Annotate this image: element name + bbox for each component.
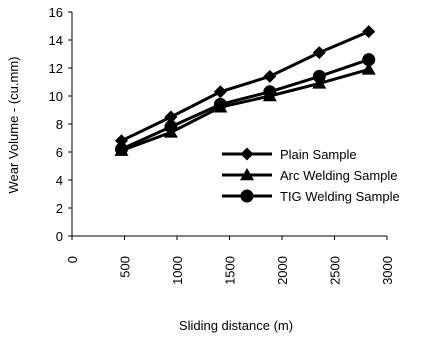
series-line xyxy=(120,58,370,151)
data-point xyxy=(164,110,178,124)
data-point xyxy=(263,69,277,83)
y-tick-label: 2 xyxy=(56,201,63,216)
data-point xyxy=(361,62,376,75)
series-line xyxy=(120,30,370,143)
y-tick-label: 6 xyxy=(56,145,63,160)
legend-marker xyxy=(240,147,254,161)
x-tick-label: 3000 xyxy=(380,256,395,285)
y-tick-label: 12 xyxy=(49,61,63,76)
x-axis-ticks: 0 500 1000 1500 2000 2500 3000 xyxy=(65,236,395,285)
series-1 xyxy=(114,25,376,148)
x-tick-label: 0 xyxy=(65,256,80,263)
series-line xyxy=(120,67,370,153)
x-axis-title: Sliding distance (m) xyxy=(179,318,293,333)
y-tick-label: 14 xyxy=(49,33,63,48)
y-tick-label: 0 xyxy=(56,229,63,244)
legend: Plain Sample Arc Welding Sample TIG Weldin… xyxy=(222,147,400,204)
x-tick-label: 2500 xyxy=(328,256,343,285)
data-point xyxy=(213,85,227,99)
data-point xyxy=(164,120,178,134)
x-tick-label: 500 xyxy=(118,256,133,278)
data-point xyxy=(312,69,326,83)
y-tick-label: 4 xyxy=(56,173,63,188)
x-tick-label: 2000 xyxy=(275,256,290,285)
data-point xyxy=(362,25,376,39)
legend-marker xyxy=(240,168,254,181)
legend-label: Plain Sample xyxy=(280,147,357,162)
data-point xyxy=(263,85,277,99)
y-tick-label: 10 xyxy=(49,89,63,104)
legend-item: Plain Sample xyxy=(222,147,357,162)
y-tick-label: 8 xyxy=(56,117,63,132)
y-axis-title: Wear Volume - (cu.mm) xyxy=(6,56,21,193)
y-tick-label: 16 xyxy=(49,5,63,20)
series-3 xyxy=(114,53,376,156)
data-point xyxy=(114,142,128,156)
x-tick-label: 1500 xyxy=(223,256,238,285)
series-group xyxy=(114,25,376,156)
x-tick-label: 1000 xyxy=(170,256,185,285)
legend-item: Arc Welding Sample xyxy=(222,168,398,183)
y-axis-ticks: 0 2 4 6 8 10 12 14 16 xyxy=(49,5,72,244)
legend-label: TIG Welding Sample xyxy=(280,189,400,204)
data-point xyxy=(312,46,326,60)
legend-marker xyxy=(240,189,254,203)
legend-label: Arc Welding Sample xyxy=(280,168,398,183)
data-point xyxy=(362,53,376,67)
series-2 xyxy=(114,62,376,156)
legend-item: TIG Welding Sample xyxy=(222,189,400,204)
data-point xyxy=(213,97,227,111)
